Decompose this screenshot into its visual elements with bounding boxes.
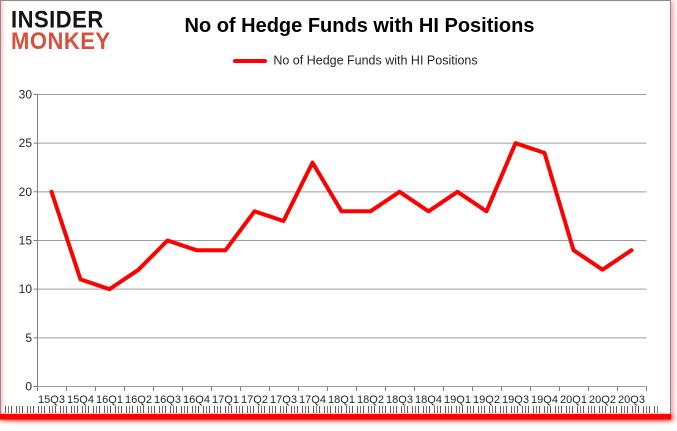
gridlines <box>37 94 647 387</box>
x-tick-label: 18Q4 <box>415 394 442 406</box>
x-tick-label: 17Q3 <box>270 394 297 406</box>
fine-print-strip <box>5 406 660 413</box>
x-tick-label: 16Q3 <box>154 394 181 406</box>
bottom-red-bar <box>0 414 671 419</box>
x-tick-label: 18Q1 <box>328 394 355 406</box>
chart-panel: INSIDER MONKEY No of Hedge Funds with HI… <box>0 0 671 420</box>
x-tick-label: 20Q2 <box>589 394 616 406</box>
x-tick-label: 16Q1 <box>96 394 123 406</box>
y-axis-labels: 0 5 10 15 20 25 30 <box>19 88 33 394</box>
legend-line-marker-icon <box>233 58 268 63</box>
x-tick-label: 17Q4 <box>299 394 326 406</box>
y-tick-label: 25 <box>19 136 33 150</box>
x-tick-label: 19Q3 <box>502 394 529 406</box>
y-tick-label: 10 <box>19 282 33 296</box>
y-tick-label: 15 <box>19 234 33 248</box>
logo-word-monkey: MONKEY <box>11 27 111 55</box>
axes <box>33 94 647 391</box>
y-tick-label: 30 <box>19 88 33 102</box>
x-axis-labels: 15Q3 15Q4 16Q1 16Q2 16Q3 16Q4 17Q1 17Q2 17Q3 17Q4… <box>38 394 645 406</box>
x-tick-label: 19Q2 <box>473 394 500 406</box>
x-tick-label: 17Q2 <box>241 394 268 406</box>
x-tick-label: 18Q3 <box>386 394 413 406</box>
x-tick-label: 19Q4 <box>531 394 558 406</box>
x-tick-label: 19Q1 <box>444 394 471 406</box>
y-tick-label: 5 <box>25 331 32 345</box>
x-tick-label: 16Q4 <box>183 394 210 406</box>
chart-svg: 0 5 10 15 20 25 30 15Q3 15Q4 16Q1 16Q2 16Q3 16Q4 17Q1… <box>19 88 647 406</box>
chart-title: No of Hedge Funds with HI Positions <box>184 15 535 37</box>
y-tick-label: 0 <box>25 380 32 394</box>
legend-label: No of Hedge Funds with HI Positions <box>273 53 478 68</box>
x-tick-label: 17Q1 <box>212 394 239 406</box>
x-tick-label: 15Q3 <box>38 394 65 406</box>
insider-monkey-logo: INSIDER MONKEY <box>11 5 111 55</box>
x-tick-label: 20Q3 <box>618 394 645 406</box>
logo-word-insider: INSIDER <box>11 5 104 33</box>
series-line <box>49 141 634 292</box>
x-tick-label: 16Q2 <box>125 394 152 406</box>
legend: No of Hedge Funds with HI Positions <box>1 53 670 68</box>
y-tick-label: 20 <box>19 185 33 199</box>
x-tick-label: 15Q4 <box>67 394 94 406</box>
x-tick-label: 18Q2 <box>357 394 384 406</box>
x-tick-label: 20Q1 <box>560 394 587 406</box>
